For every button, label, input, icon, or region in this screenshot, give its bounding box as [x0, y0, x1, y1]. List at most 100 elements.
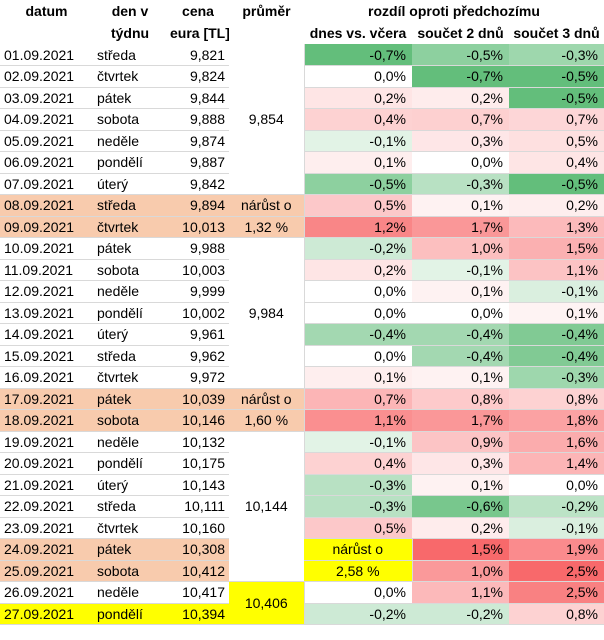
- diff-cell: 0,1%: [412, 366, 509, 389]
- table-row: 08.09.2021 středa 9,894 nárůst o 0,5% 0,1% 0,2…: [0, 194, 604, 217]
- diff-cell: -0,1%: [412, 259, 509, 281]
- diff-cell: 1,5%: [411, 538, 509, 561]
- price-cell: 10,143: [167, 474, 229, 496]
- diff-cell: 0,1%: [412, 280, 509, 303]
- diff-cell: -0,4%: [412, 323, 509, 346]
- diff-cell: 0,8%: [509, 388, 604, 410]
- date-cell: 20.09.2021: [0, 452, 93, 475]
- header-row-2: týdnu eura [TL] dnes vs. včera součet 2 …: [0, 22, 604, 44]
- price-cell: 10,308: [167, 538, 229, 561]
- price-cell: 9,972: [167, 366, 229, 389]
- price-cell: 10,132: [167, 431, 229, 453]
- diff-cell: -0,5%: [509, 173, 604, 195]
- weekday-cell: pátek: [93, 388, 167, 410]
- table-row: 15.09.2021 středa 9,962 0,0% -0,4% -0,4%: [0, 345, 604, 367]
- price-cell: 10,175: [167, 452, 229, 475]
- price-cell: 9,824: [167, 65, 229, 88]
- table-row: 01.09.2021 středa 9,821 9,854 -0,7% -0,5% -0,3…: [0, 44, 604, 195]
- price-cell: 9,961: [167, 323, 229, 346]
- header-cena-1: cena: [182, 3, 214, 19]
- date-cell: 24.09.2021: [0, 538, 93, 561]
- diff-cell: -0,1%: [303, 130, 412, 152]
- table-row: 12.09.2021 neděle 9,999 0,0% 0,1% -0,1%: [0, 280, 604, 303]
- diff-cell: 0,5%: [303, 517, 412, 539]
- date-cell: 15.09.2021: [0, 345, 93, 367]
- growth-note: 2,58 %: [304, 560, 412, 582]
- price-cell: 10,417: [167, 581, 229, 604]
- table-row: 02.09.2021 čtvrtek 9,824 0,0% -0,7% -0,5%: [0, 65, 604, 88]
- growth-note: 1,60 %: [229, 409, 304, 432]
- diff-cell: -0,7%: [303, 44, 412, 66]
- price-cell: 9,888: [167, 108, 229, 131]
- diff-cell: -0,2%: [303, 237, 412, 260]
- diff-cell: -0,3%: [509, 366, 604, 389]
- diff-cell: 0,0%: [303, 345, 412, 367]
- date-cell: 18.09.2021: [0, 409, 93, 432]
- weekday-cell: sobota: [93, 409, 167, 432]
- price-cell: 9,821: [167, 44, 229, 66]
- diff-cell: -0,2%: [509, 495, 604, 518]
- table-row: 05.09.2021 neděle 9,874 -0,1% 0,3% 0,5%: [0, 130, 604, 152]
- exchange-rate-table: datum den v cena průměr rozdíl oproti př…: [0, 0, 604, 625]
- diff-cell: -0,5%: [303, 173, 412, 195]
- date-cell: 13.09.2021: [0, 302, 93, 324]
- weekday-cell: pátek: [93, 237, 167, 260]
- diff-cell: -0,3%: [509, 44, 604, 66]
- weekday-cell: sobota: [93, 560, 167, 582]
- diff-cell: 1,9%: [509, 538, 604, 561]
- table-row: 27.09.2021 pondělí 10,394 -0,2% -0,2% 0,8%: [0, 603, 604, 625]
- weekday-cell: čtvrtek: [93, 517, 167, 539]
- diff-cell: 0,7%: [303, 388, 412, 410]
- diff-cell: -0,5%: [509, 87, 604, 109]
- diff-cell: 0,0%: [303, 65, 412, 88]
- diff-cell: 1,2%: [303, 216, 412, 238]
- weekday-cell: úterý: [93, 323, 167, 346]
- diff-cell: 0,3%: [412, 452, 509, 475]
- diff-cell: -0,1%: [509, 280, 604, 303]
- header-cena-2: eura [TL]: [170, 25, 229, 41]
- date-cell: 25.09.2021: [0, 560, 93, 582]
- diff-cell: -0,5%: [509, 65, 604, 88]
- table-row: 19.09.2021 neděle 10,132 10,144 -0,1% 0,9% 1,6…: [0, 431, 604, 582]
- weekday-cell: neděle: [93, 581, 167, 604]
- date-cell: 26.09.2021: [0, 581, 93, 604]
- growth-note: nárůst o: [304, 538, 412, 561]
- date-cell: 17.09.2021: [0, 388, 93, 410]
- date-cell: 21.09.2021: [0, 474, 93, 496]
- diff-cell: 0,1%: [303, 366, 412, 389]
- price-cell: 9,999: [167, 280, 229, 303]
- diff-cell: 0,4%: [303, 108, 412, 131]
- date-cell: 04.09.2021: [0, 108, 93, 131]
- price-cell: 9,844: [167, 87, 229, 109]
- date-cell: 08.09.2021: [0, 194, 93, 217]
- diff-cell: -0,2%: [412, 603, 509, 625]
- header-rozdil: rozdíl oproti předchozímu: [368, 3, 540, 19]
- diff-cell: -0,4%: [412, 345, 509, 367]
- date-cell: 23.09.2021: [0, 517, 93, 539]
- weekday-cell: středa: [93, 495, 167, 518]
- diff-cell: 0,1%: [509, 302, 604, 324]
- weekday-cell: čtvrtek: [93, 65, 167, 88]
- table-row: 23.09.2021 čtvrtek 10,160 0,5% 0,2% -0,1%: [0, 517, 604, 539]
- diff-cell: -0,1%: [509, 517, 604, 539]
- table-row: 04.09.2021 sobota 9,888 0,4% 0,7% 0,7%: [0, 108, 604, 131]
- diff-cell: 0,4%: [509, 151, 604, 174]
- weekday-cell: neděle: [93, 431, 167, 453]
- diff-cell: -0,2%: [303, 603, 412, 625]
- price-cell: 9,842: [167, 173, 229, 195]
- weekday-cell: neděle: [93, 130, 167, 152]
- diff-cell: 0,9%: [412, 431, 509, 453]
- diff-cell: 0,5%: [303, 194, 412, 217]
- weekday-cell: pátek: [93, 87, 167, 109]
- table-row: 21.09.2021 úterý 10,143 -0,3% 0,1% 0,0%: [0, 474, 604, 496]
- weekday-cell: čtvrtek: [93, 366, 167, 389]
- price-cell: 10,160: [167, 517, 229, 539]
- diff-cell: 1,0%: [412, 237, 509, 260]
- table-row: 06.09.2021 pondělí 9,887 0,1% 0,0% 0,4%: [0, 151, 604, 174]
- header-row-1: datum den v cena průměr rozdíl oproti př…: [0, 0, 604, 22]
- weekday-cell: čtvrtek: [93, 216, 167, 238]
- diff-cell: 0,1%: [412, 474, 509, 496]
